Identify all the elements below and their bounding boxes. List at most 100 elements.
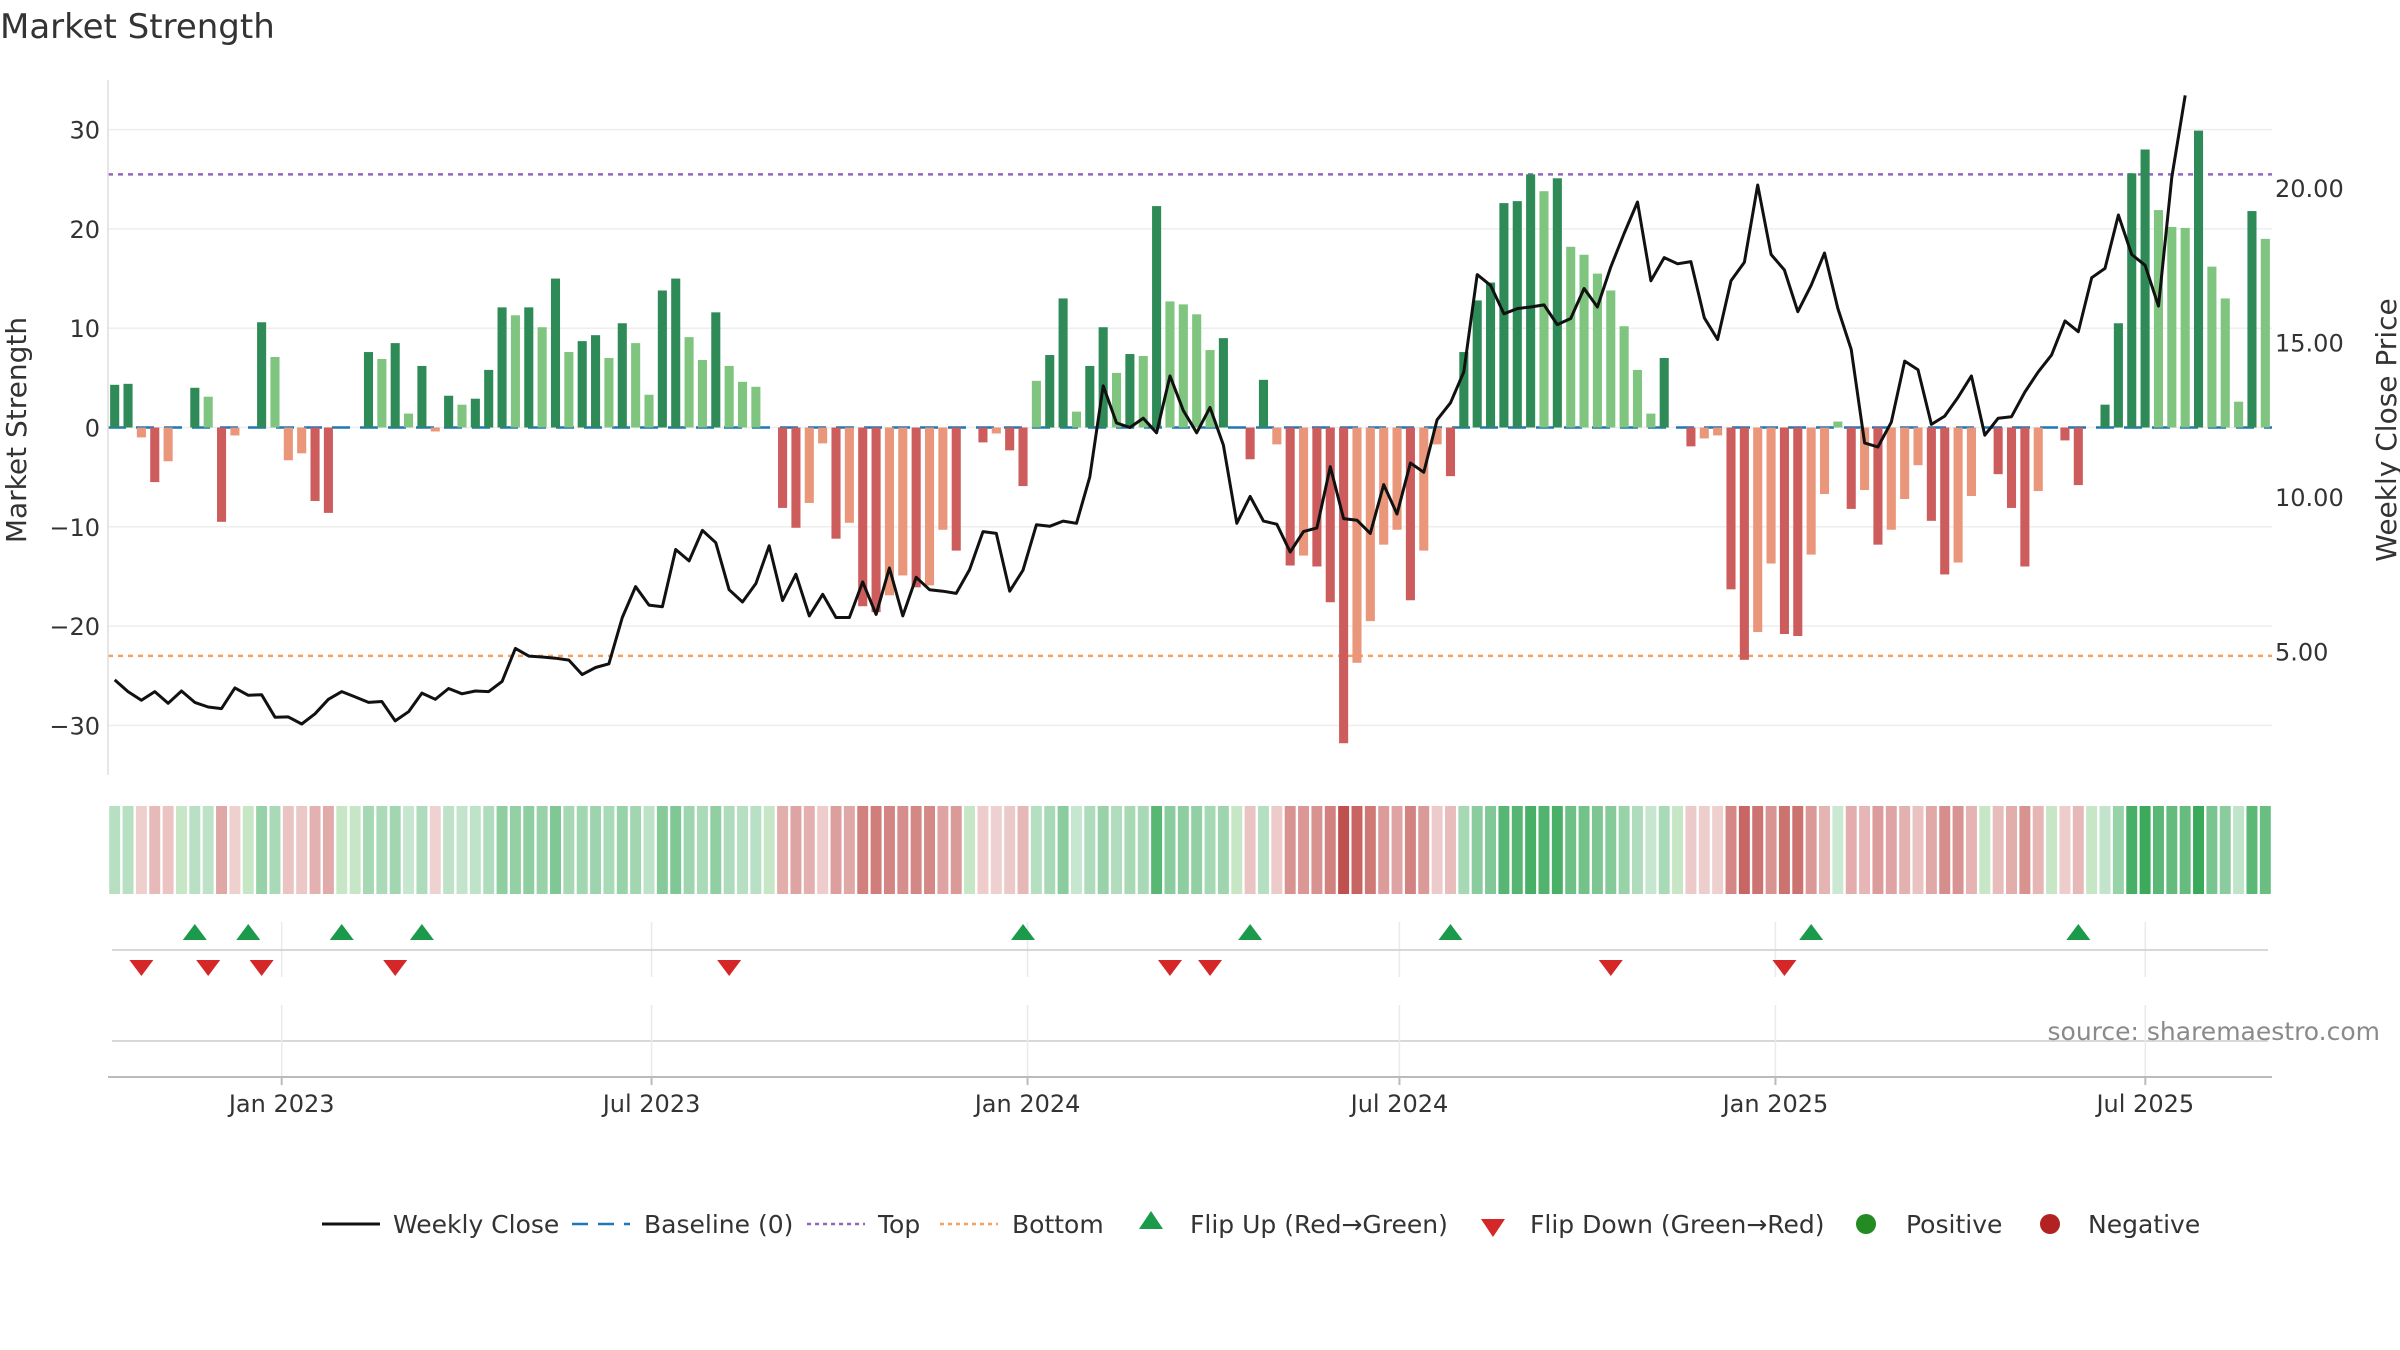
legend-item-baseline: Baseline (0)	[572, 1210, 793, 1239]
strength-bar	[1566, 246, 1576, 428]
strip-cell	[1231, 806, 1243, 894]
strip-cell	[1004, 806, 1016, 894]
strength-bar	[1018, 427, 1028, 487]
strip-cell	[857, 806, 869, 894]
y2-axis-title: Weekly Close Price	[2370, 298, 2400, 561]
strength-bar	[1205, 350, 1215, 428]
y-tick-label: −30	[49, 712, 100, 740]
legend-swatch	[2040, 1214, 2060, 1234]
strip-cell	[349, 806, 361, 894]
strength-bar	[884, 427, 894, 596]
strip-cell	[1591, 806, 1603, 894]
strip-cell	[1378, 806, 1390, 894]
strip-cell	[242, 806, 254, 894]
y-axis-title: Market Strength	[0, 317, 33, 543]
strength-bar	[2113, 323, 2123, 428]
strength-bar	[858, 427, 868, 607]
strength-bar	[1993, 427, 2003, 475]
strip-cell	[1872, 806, 1884, 894]
strip-cell	[1217, 806, 1229, 894]
strip-cell	[1992, 806, 2004, 894]
strength-bar	[1138, 356, 1148, 428]
strength-bar	[1058, 298, 1068, 428]
flip-up-marker	[2066, 924, 2091, 940]
strength-bar	[1445, 427, 1456, 477]
strength-bar	[1886, 427, 1896, 530]
strip-cell	[977, 806, 989, 894]
strip-cell	[1084, 806, 1096, 894]
strip-cell	[1338, 806, 1350, 894]
legend-swatch	[1856, 1214, 1876, 1234]
strip-cell	[1725, 806, 1737, 894]
strength-bar	[1579, 254, 1589, 428]
strip-cell	[2046, 806, 2058, 894]
strip-cell	[189, 806, 201, 894]
strip-cell	[175, 806, 187, 894]
strip-cell	[202, 806, 214, 894]
strength-bar	[163, 427, 173, 462]
strength-bar	[924, 427, 935, 586]
flip-down-marker	[129, 960, 154, 976]
legend: Weekly Close Baseline (0) Top Bottom Flip Up…	[322, 1210, 2200, 1239]
strength-bar	[417, 365, 427, 428]
x-tick-label: Jan 2025	[1721, 1090, 1829, 1118]
flip-up-marker	[1238, 924, 1263, 940]
strength-bar	[2127, 173, 2137, 428]
strip-cell	[1792, 806, 1804, 894]
strength-bar	[310, 427, 320, 501]
y2-tick-label: 15.00	[2275, 330, 2344, 358]
strip-cell	[2233, 806, 2245, 894]
strip-cell	[1632, 806, 1643, 894]
strength-bar	[1739, 427, 1749, 660]
strip-cell	[1458, 806, 1470, 894]
strip-cell	[870, 806, 882, 894]
strip-cell	[1391, 806, 1403, 894]
strength-bar	[190, 387, 200, 428]
strength-bar	[791, 427, 801, 528]
strength-bar	[991, 427, 1001, 434]
strip-cell	[1645, 806, 1657, 894]
y-tick-label: 30	[69, 117, 100, 145]
legend-item-flip-down: Flip Down (Green→Red)	[1481, 1210, 1825, 1239]
strength-bar	[1178, 304, 1188, 428]
strength-bar	[2220, 298, 2230, 428]
strip-cell	[363, 806, 374, 894]
strip-cell	[322, 806, 334, 894]
strength-bar	[1686, 427, 1696, 447]
strength-bar	[844, 427, 854, 523]
legend-item-top: Top	[807, 1210, 920, 1239]
strength-bar	[1165, 301, 1175, 428]
strength-bar	[1432, 427, 1442, 445]
y2-tick-label: 5.00	[2275, 638, 2328, 666]
x-tick-label: Jul 2024	[1349, 1090, 1449, 1118]
flip-up-marker	[182, 924, 207, 940]
strip-cell	[523, 806, 535, 894]
strip-cell	[229, 806, 241, 894]
strip-cell	[1565, 806, 1577, 894]
strip-cell	[643, 806, 655, 894]
strength-bar	[1419, 427, 1429, 551]
strip-cell	[1298, 806, 1310, 894]
strength-bar	[1098, 327, 1108, 428]
flip-down-marker	[1772, 960, 1797, 976]
strip-cell	[1618, 806, 1630, 894]
strip-cell	[630, 806, 642, 894]
strip-cell	[843, 806, 855, 894]
x-tick-label: Jan 2024	[973, 1090, 1081, 1118]
strip-cell	[2139, 806, 2151, 894]
strip-cell	[469, 806, 481, 894]
strength-bar	[1873, 427, 1883, 545]
strength-bar	[697, 359, 707, 428]
strength-bar	[1779, 427, 1789, 635]
strength-bar	[150, 427, 160, 483]
strip-cell	[282, 806, 294, 894]
strength-bar	[737, 381, 748, 428]
strength-bar	[1753, 427, 1763, 633]
strength-bar	[1045, 355, 1055, 428]
strip-cell	[1311, 806, 1323, 894]
strength-bar	[1325, 427, 1335, 603]
strength-bar	[1285, 427, 1295, 566]
strip-cell	[1431, 806, 1443, 894]
strip-cell	[2099, 806, 2111, 894]
